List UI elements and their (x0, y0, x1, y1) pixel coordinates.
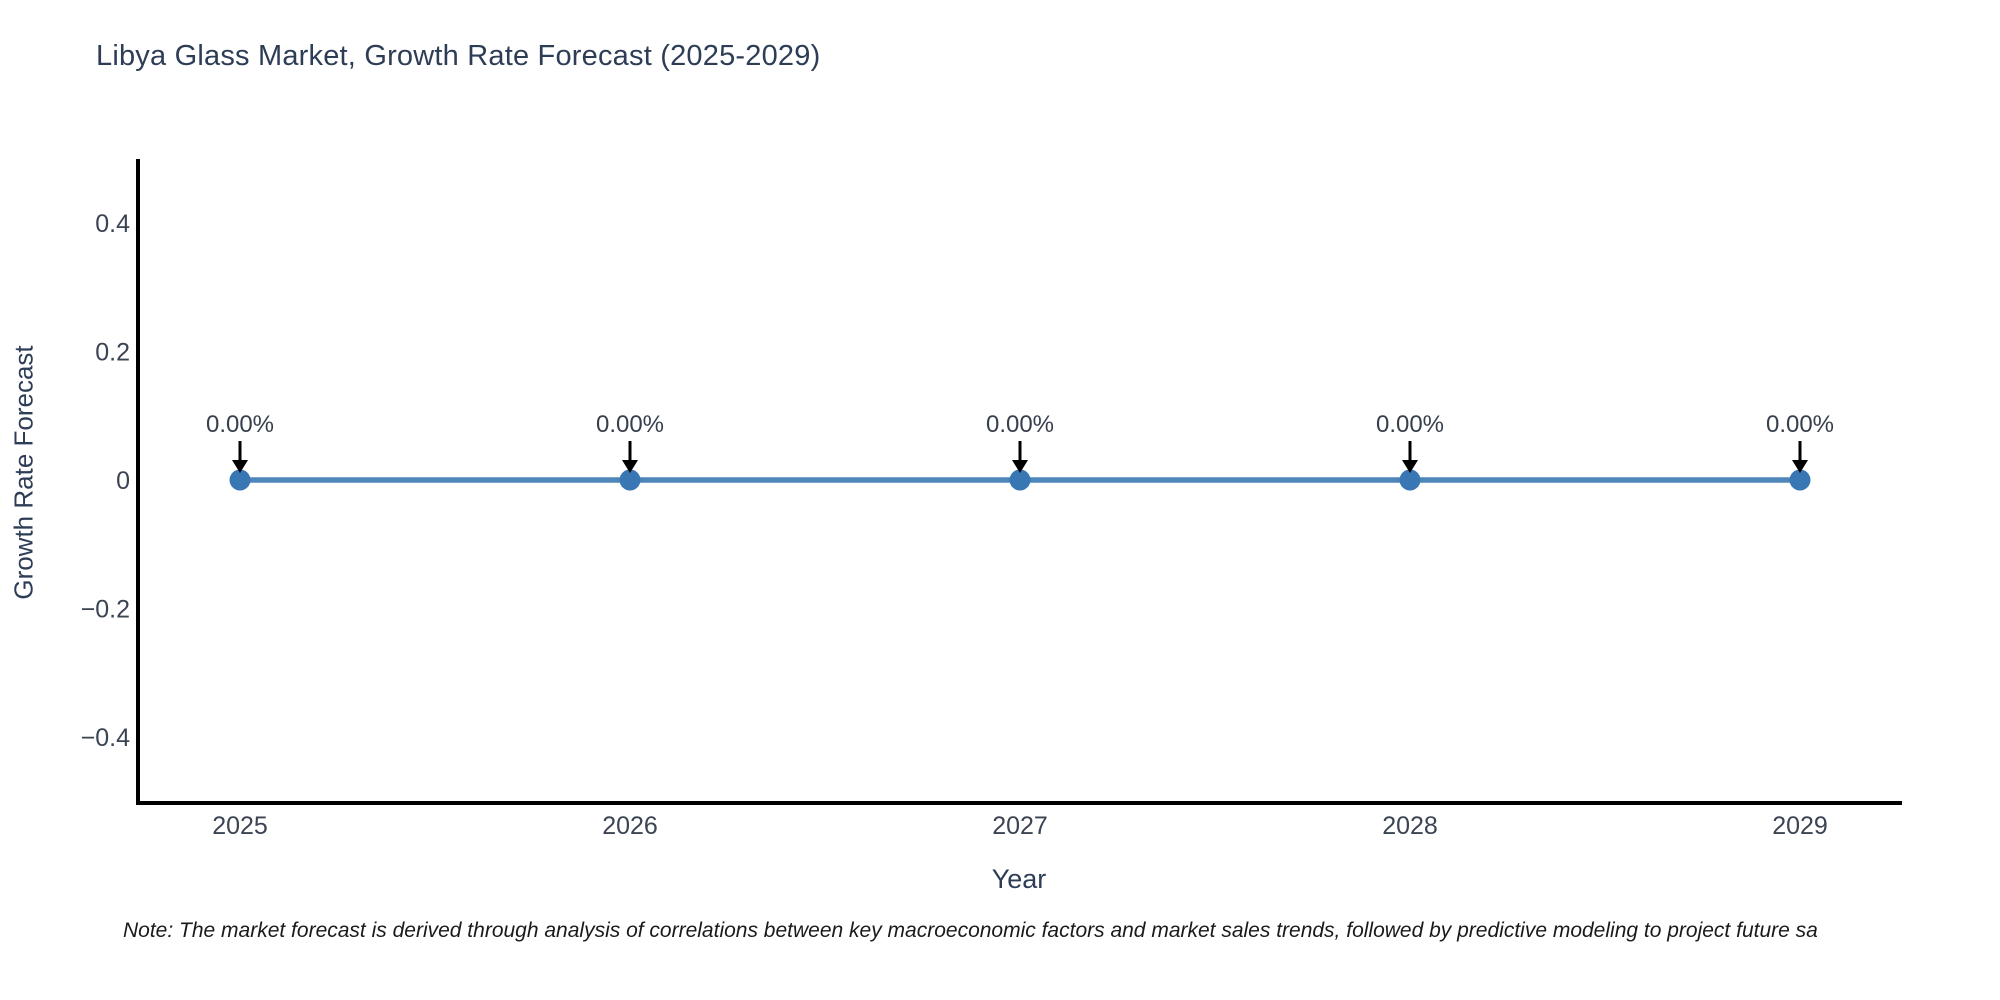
y-axis-spine (136, 159, 140, 805)
x-tick-label: 2025 (212, 812, 268, 840)
annotation-label: 0.00% (206, 411, 274, 438)
x-tick-label: 2028 (1382, 812, 1438, 840)
x-tick-label: 2029 (1772, 812, 1828, 840)
x-tick-label: 2027 (992, 812, 1048, 840)
data-point-marker (229, 469, 251, 491)
y-tick-label: −0.4 (81, 724, 130, 752)
data-point-marker (1399, 469, 1421, 491)
y-tick-label: −0.2 (81, 595, 130, 623)
x-tick-label: 2026 (602, 812, 658, 840)
annotation-arrowhead (232, 460, 248, 473)
data-point-marker (619, 469, 641, 491)
data-point-marker (1789, 469, 1811, 491)
annotation-arrowhead (622, 460, 638, 473)
x-axis-spine (136, 801, 1902, 805)
y-axis-title: Growth Rate Forecast (8, 345, 39, 600)
footnote: Note: The market forecast is derived thr… (123, 919, 1818, 942)
annotation-arrowhead (1792, 460, 1808, 473)
annotation-label: 0.00% (1766, 411, 1834, 438)
annotation-arrowhead (1402, 460, 1418, 473)
data-point-marker (1009, 469, 1031, 491)
y-tick-label: 0 (116, 467, 130, 495)
annotation-label: 0.00% (596, 411, 664, 438)
x-axis-title: Year (991, 864, 1047, 894)
annotation-arrowhead (1012, 460, 1028, 473)
y-tick-label: 0.4 (95, 210, 130, 238)
chart-title: Libya Glass Market, Growth Rate Forecast… (96, 40, 821, 72)
annotation-label: 0.00% (986, 411, 1054, 438)
annotation-label: 0.00% (1376, 411, 1444, 438)
y-tick-label: 0.2 (95, 339, 130, 367)
